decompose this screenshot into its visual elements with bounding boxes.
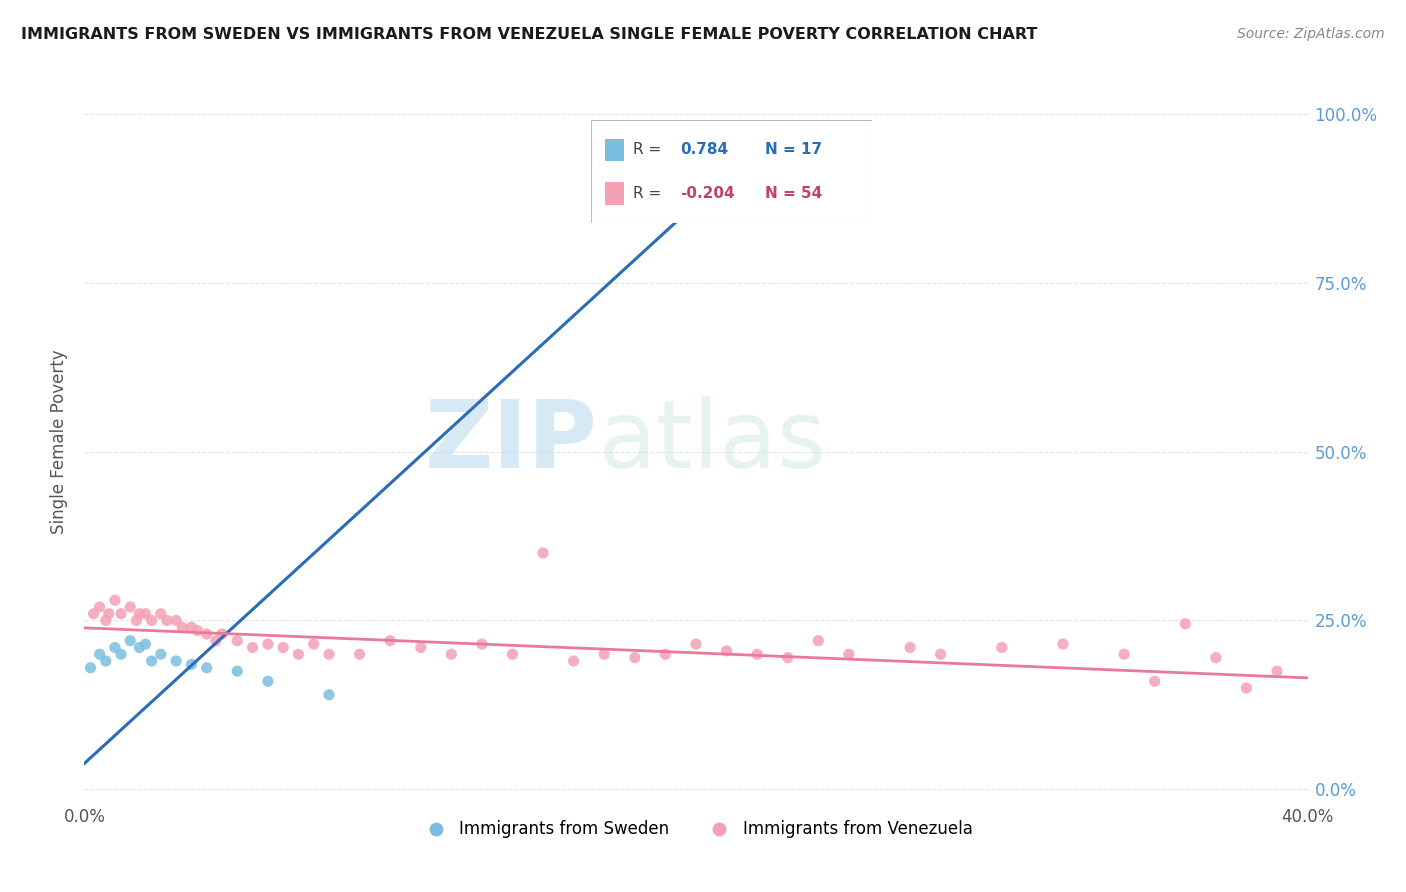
Point xyxy=(120,633,142,648)
Point xyxy=(135,607,157,621)
Point xyxy=(110,647,132,661)
Point xyxy=(1052,637,1074,651)
Point xyxy=(242,640,264,655)
Point xyxy=(685,637,707,651)
Point xyxy=(226,664,249,678)
Point xyxy=(149,647,172,661)
Point xyxy=(83,607,105,621)
Point xyxy=(149,607,172,621)
Point xyxy=(97,607,120,621)
Text: atlas: atlas xyxy=(598,395,827,488)
Point xyxy=(89,599,111,614)
Point xyxy=(349,647,371,661)
Point xyxy=(807,633,830,648)
Text: 0.784: 0.784 xyxy=(681,142,728,157)
Point xyxy=(128,640,150,655)
Point xyxy=(128,607,150,621)
Point xyxy=(165,614,187,628)
Point xyxy=(135,637,157,651)
Text: R =: R = xyxy=(633,186,661,201)
Point xyxy=(1205,650,1227,665)
Point xyxy=(104,593,127,607)
Point xyxy=(89,647,111,661)
Point xyxy=(776,650,799,665)
Point xyxy=(440,647,463,661)
Point xyxy=(172,620,194,634)
Text: IMMIGRANTS FROM SWEDEN VS IMMIGRANTS FROM VENEZUELA SINGLE FEMALE POVERTY CORREL: IMMIGRANTS FROM SWEDEN VS IMMIGRANTS FRO… xyxy=(21,27,1038,42)
Point xyxy=(562,654,585,668)
Point xyxy=(929,647,952,661)
Point xyxy=(195,627,218,641)
Point xyxy=(991,640,1014,655)
Point xyxy=(94,614,117,628)
Point xyxy=(287,647,309,661)
Point xyxy=(226,633,249,648)
Point xyxy=(165,654,187,668)
Legend: Immigrants from Sweden, Immigrants from Venezuela: Immigrants from Sweden, Immigrants from … xyxy=(412,814,980,845)
Point xyxy=(502,647,524,661)
Point xyxy=(302,637,325,651)
Point xyxy=(141,614,163,628)
Point xyxy=(624,650,647,665)
Point xyxy=(257,637,280,651)
Point xyxy=(271,640,294,655)
Point xyxy=(1236,681,1258,695)
Point xyxy=(180,657,202,672)
Point xyxy=(593,647,616,661)
Point xyxy=(380,633,402,648)
Point xyxy=(156,614,179,628)
Text: Source: ZipAtlas.com: Source: ZipAtlas.com xyxy=(1237,27,1385,41)
Point xyxy=(409,640,432,655)
Point xyxy=(898,640,921,655)
Y-axis label: Single Female Poverty: Single Female Poverty xyxy=(51,350,69,533)
Point xyxy=(531,546,554,560)
Point xyxy=(1143,674,1166,689)
Point xyxy=(838,647,860,661)
Point xyxy=(110,607,132,621)
Text: ZIP: ZIP xyxy=(425,395,598,488)
Point xyxy=(205,633,228,648)
Point xyxy=(257,674,280,689)
Point xyxy=(654,647,676,661)
Point xyxy=(1174,616,1197,631)
Point xyxy=(716,644,738,658)
Text: -0.204: -0.204 xyxy=(681,186,735,201)
Point xyxy=(195,661,218,675)
Text: N = 17: N = 17 xyxy=(765,142,823,157)
Point xyxy=(471,637,494,651)
Point xyxy=(318,647,340,661)
Point xyxy=(211,627,233,641)
Point xyxy=(1265,664,1288,678)
Point xyxy=(747,647,769,661)
Point xyxy=(747,130,769,145)
FancyBboxPatch shape xyxy=(605,139,624,161)
FancyBboxPatch shape xyxy=(605,182,624,204)
Point xyxy=(104,640,127,655)
Text: N = 54: N = 54 xyxy=(765,186,823,201)
Point xyxy=(79,661,101,675)
Point xyxy=(120,599,142,614)
Point xyxy=(94,654,117,668)
Point xyxy=(186,624,208,638)
Text: R =: R = xyxy=(633,142,661,157)
Point xyxy=(1114,647,1136,661)
Point xyxy=(180,620,202,634)
FancyBboxPatch shape xyxy=(591,120,872,223)
Point xyxy=(318,688,340,702)
Point xyxy=(125,614,148,628)
Point xyxy=(141,654,163,668)
